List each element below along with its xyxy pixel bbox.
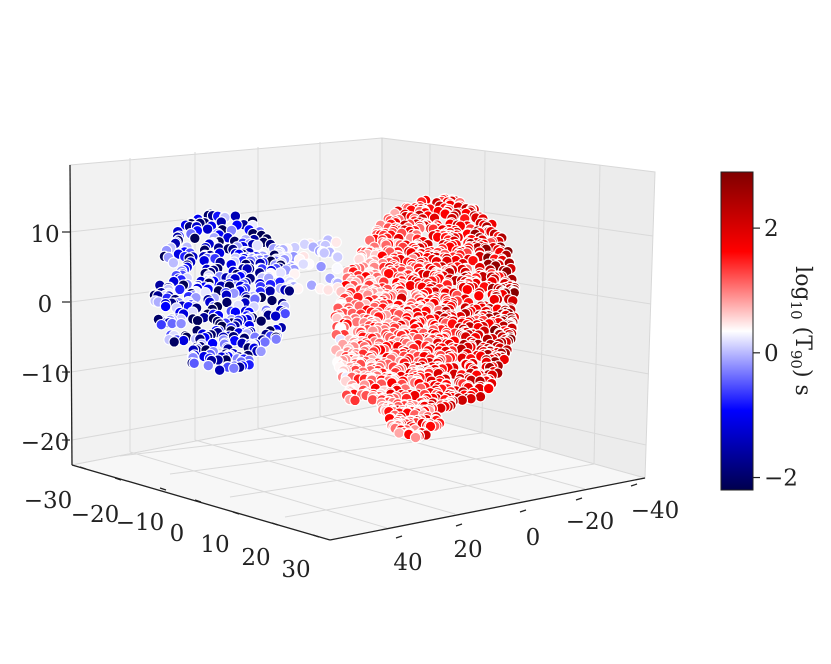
colorbar-tick-label: −2 (764, 466, 798, 492)
colorbar-gradient (720, 171, 754, 491)
scatter-point (177, 334, 190, 347)
x-tick-label: −30 (24, 488, 73, 514)
y-tick-mark (630, 483, 638, 487)
scatter-point (482, 382, 495, 395)
colorbar-label-end: ) s (790, 369, 815, 396)
x-tick-mark (194, 499, 202, 503)
scatter-point (259, 336, 271, 348)
scatter-point (167, 257, 180, 269)
scatter-point (189, 232, 201, 245)
scatter-point (188, 357, 200, 370)
scatter-point (255, 345, 267, 358)
z-tick-label: −10 (21, 362, 70, 388)
y-tick-mark (455, 523, 463, 527)
z-tick-label: 10 (30, 222, 59, 248)
colorbar-label-sub90: 90 (787, 350, 805, 369)
x-tick-label: 0 (170, 521, 185, 547)
z-axis-line (69, 164, 73, 466)
x-tick-label: −10 (116, 510, 165, 536)
colorbar-label: log10 (T90) s (787, 266, 815, 396)
x-tick-mark (312, 534, 320, 538)
scatter-point (456, 394, 469, 406)
colorbar-ticks: 2 0 −2 (753, 216, 798, 492)
scatter-point (168, 336, 180, 348)
scatter-point (330, 236, 342, 249)
y-tick-label: 20 (453, 537, 482, 563)
scatter-point (331, 262, 343, 275)
z-tick-label: −20 (21, 430, 70, 456)
colorbar-tick-label: 0 (764, 341, 779, 367)
scatter-point (474, 390, 487, 403)
x-tick-mark (114, 477, 122, 481)
scatter-point (322, 284, 334, 296)
scatter-point (159, 300, 172, 313)
y-tick-label: −40 (631, 498, 680, 524)
scatter-point (202, 359, 215, 372)
y-tick-label: 40 (393, 550, 422, 576)
scatter-point (331, 251, 344, 263)
scatter-point (155, 318, 168, 331)
scatter-point (228, 362, 240, 375)
scatter-point (461, 283, 474, 296)
scatter-point (279, 307, 291, 320)
scatter-point (255, 315, 267, 327)
scatter-point (201, 223, 214, 235)
scatter-point (297, 258, 310, 270)
y-tick-label: 0 (526, 525, 541, 551)
x-tick-label: 10 (200, 532, 229, 558)
x-tick-mark (271, 522, 279, 526)
x-tick-label: 30 (281, 557, 310, 583)
x-tick-mark (232, 511, 240, 515)
x-tick-label: −20 (71, 502, 120, 528)
scatter-point (174, 283, 186, 296)
scatter-points (148, 193, 521, 444)
colorbar-label-t: (T (790, 320, 815, 351)
scatter-point (473, 290, 485, 302)
axis-lines (69, 164, 646, 541)
scatter-point (467, 254, 479, 267)
scatter-point (409, 431, 422, 444)
x-tick-mark (159, 487, 167, 491)
scatter-point (315, 260, 327, 273)
scatter-point (266, 294, 278, 307)
colorbar-tick-label: 2 (764, 216, 779, 242)
y-axis-line (329, 477, 646, 541)
z-tick-label: 0 (38, 292, 53, 318)
scatter-point (269, 310, 282, 322)
axis-ticks: 100−10−20−30−20−10 0 10 20 30 40 20 0−20 −40 (21, 222, 680, 583)
scatter-point (393, 427, 405, 439)
scatter-point (318, 247, 330, 259)
scatter-point (191, 314, 204, 327)
scatter-point (270, 333, 282, 345)
x-axis-line (71, 464, 331, 541)
colorbar-label-log: log (790, 266, 815, 300)
scatter-point (251, 239, 264, 252)
y-tick-mark (575, 497, 583, 501)
colorbar: 2 0 −2 log10 (T90) s (720, 171, 815, 492)
x-tick-mark (79, 466, 87, 470)
scatter-point (213, 364, 226, 376)
colorbar-label-sub10: 10 (787, 301, 805, 320)
scatter-point (349, 394, 361, 407)
y-tick-label: −20 (566, 509, 615, 535)
y-tick-mark (519, 509, 527, 513)
scatter-point (283, 285, 296, 297)
scatter-point (175, 317, 187, 330)
x-tick-label: 20 (241, 545, 270, 571)
y-tick-mark (395, 535, 403, 539)
